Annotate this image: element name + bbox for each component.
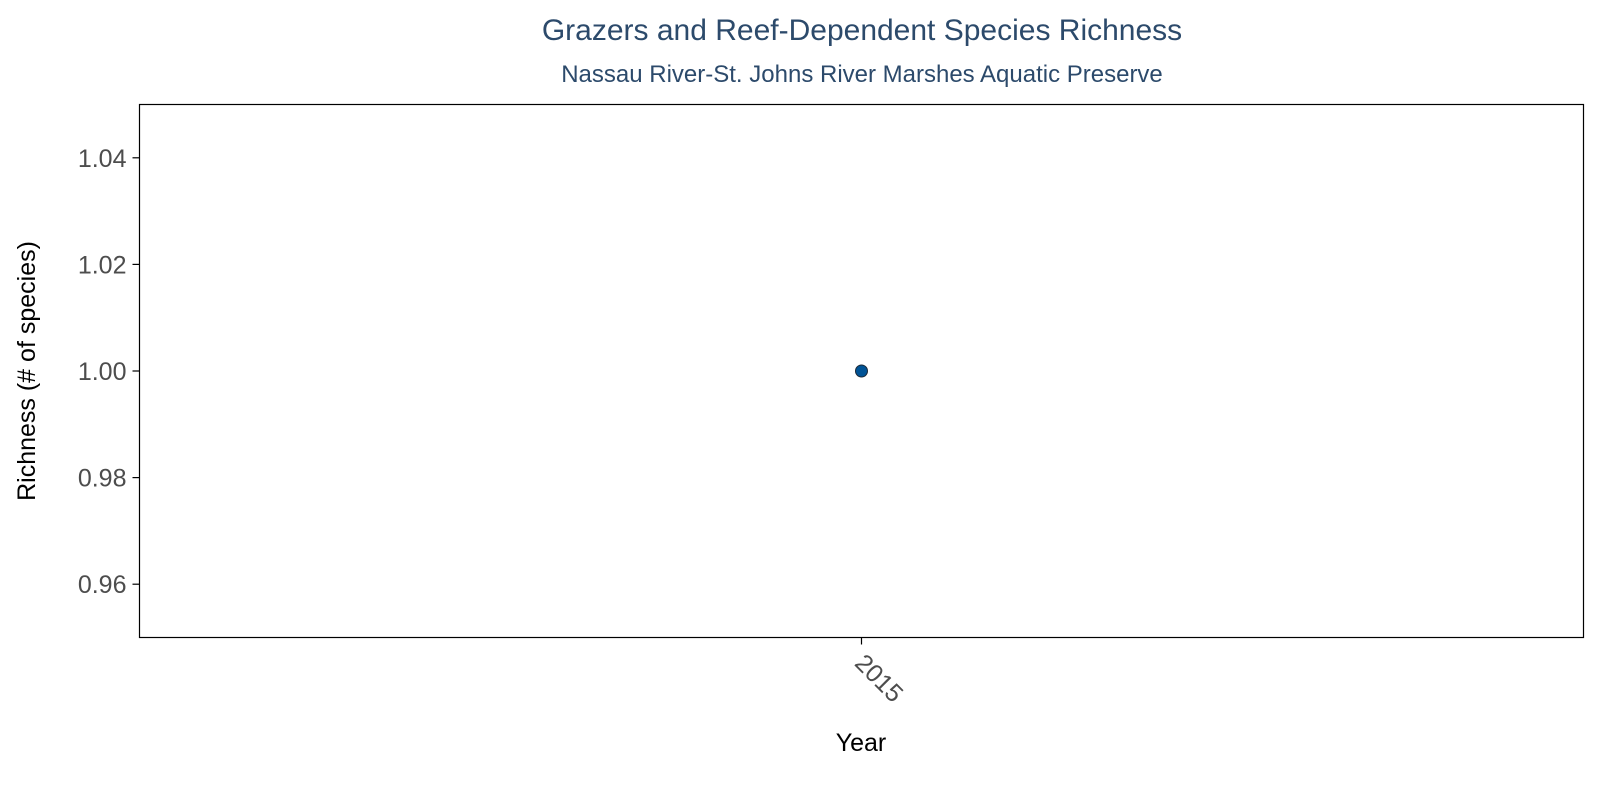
data-point [855, 364, 868, 378]
x-axis-title: Year [836, 729, 887, 757]
x-axis: 2015 [849, 637, 908, 708]
x-tick-label: 2015 [849, 649, 908, 708]
data-points [855, 364, 868, 378]
y-tick-label: 0.96 [78, 571, 127, 599]
chart-title: Grazers and Reef-Dependent Species Richn… [542, 14, 1182, 47]
chart-subtitle: Nassau River-St. Johns River Marshes Aqu… [561, 61, 1163, 88]
y-axis: 0.96 0.98 1.00 1.02 1.04 [78, 145, 140, 599]
y-tick-label: 1.02 [78, 251, 127, 279]
y-axis-title: Richness (# of species) [13, 241, 41, 501]
y-tick-label: 1.04 [78, 145, 127, 173]
y-tick-label: 1.00 [78, 358, 127, 386]
y-tick-label: 0.98 [78, 465, 127, 493]
